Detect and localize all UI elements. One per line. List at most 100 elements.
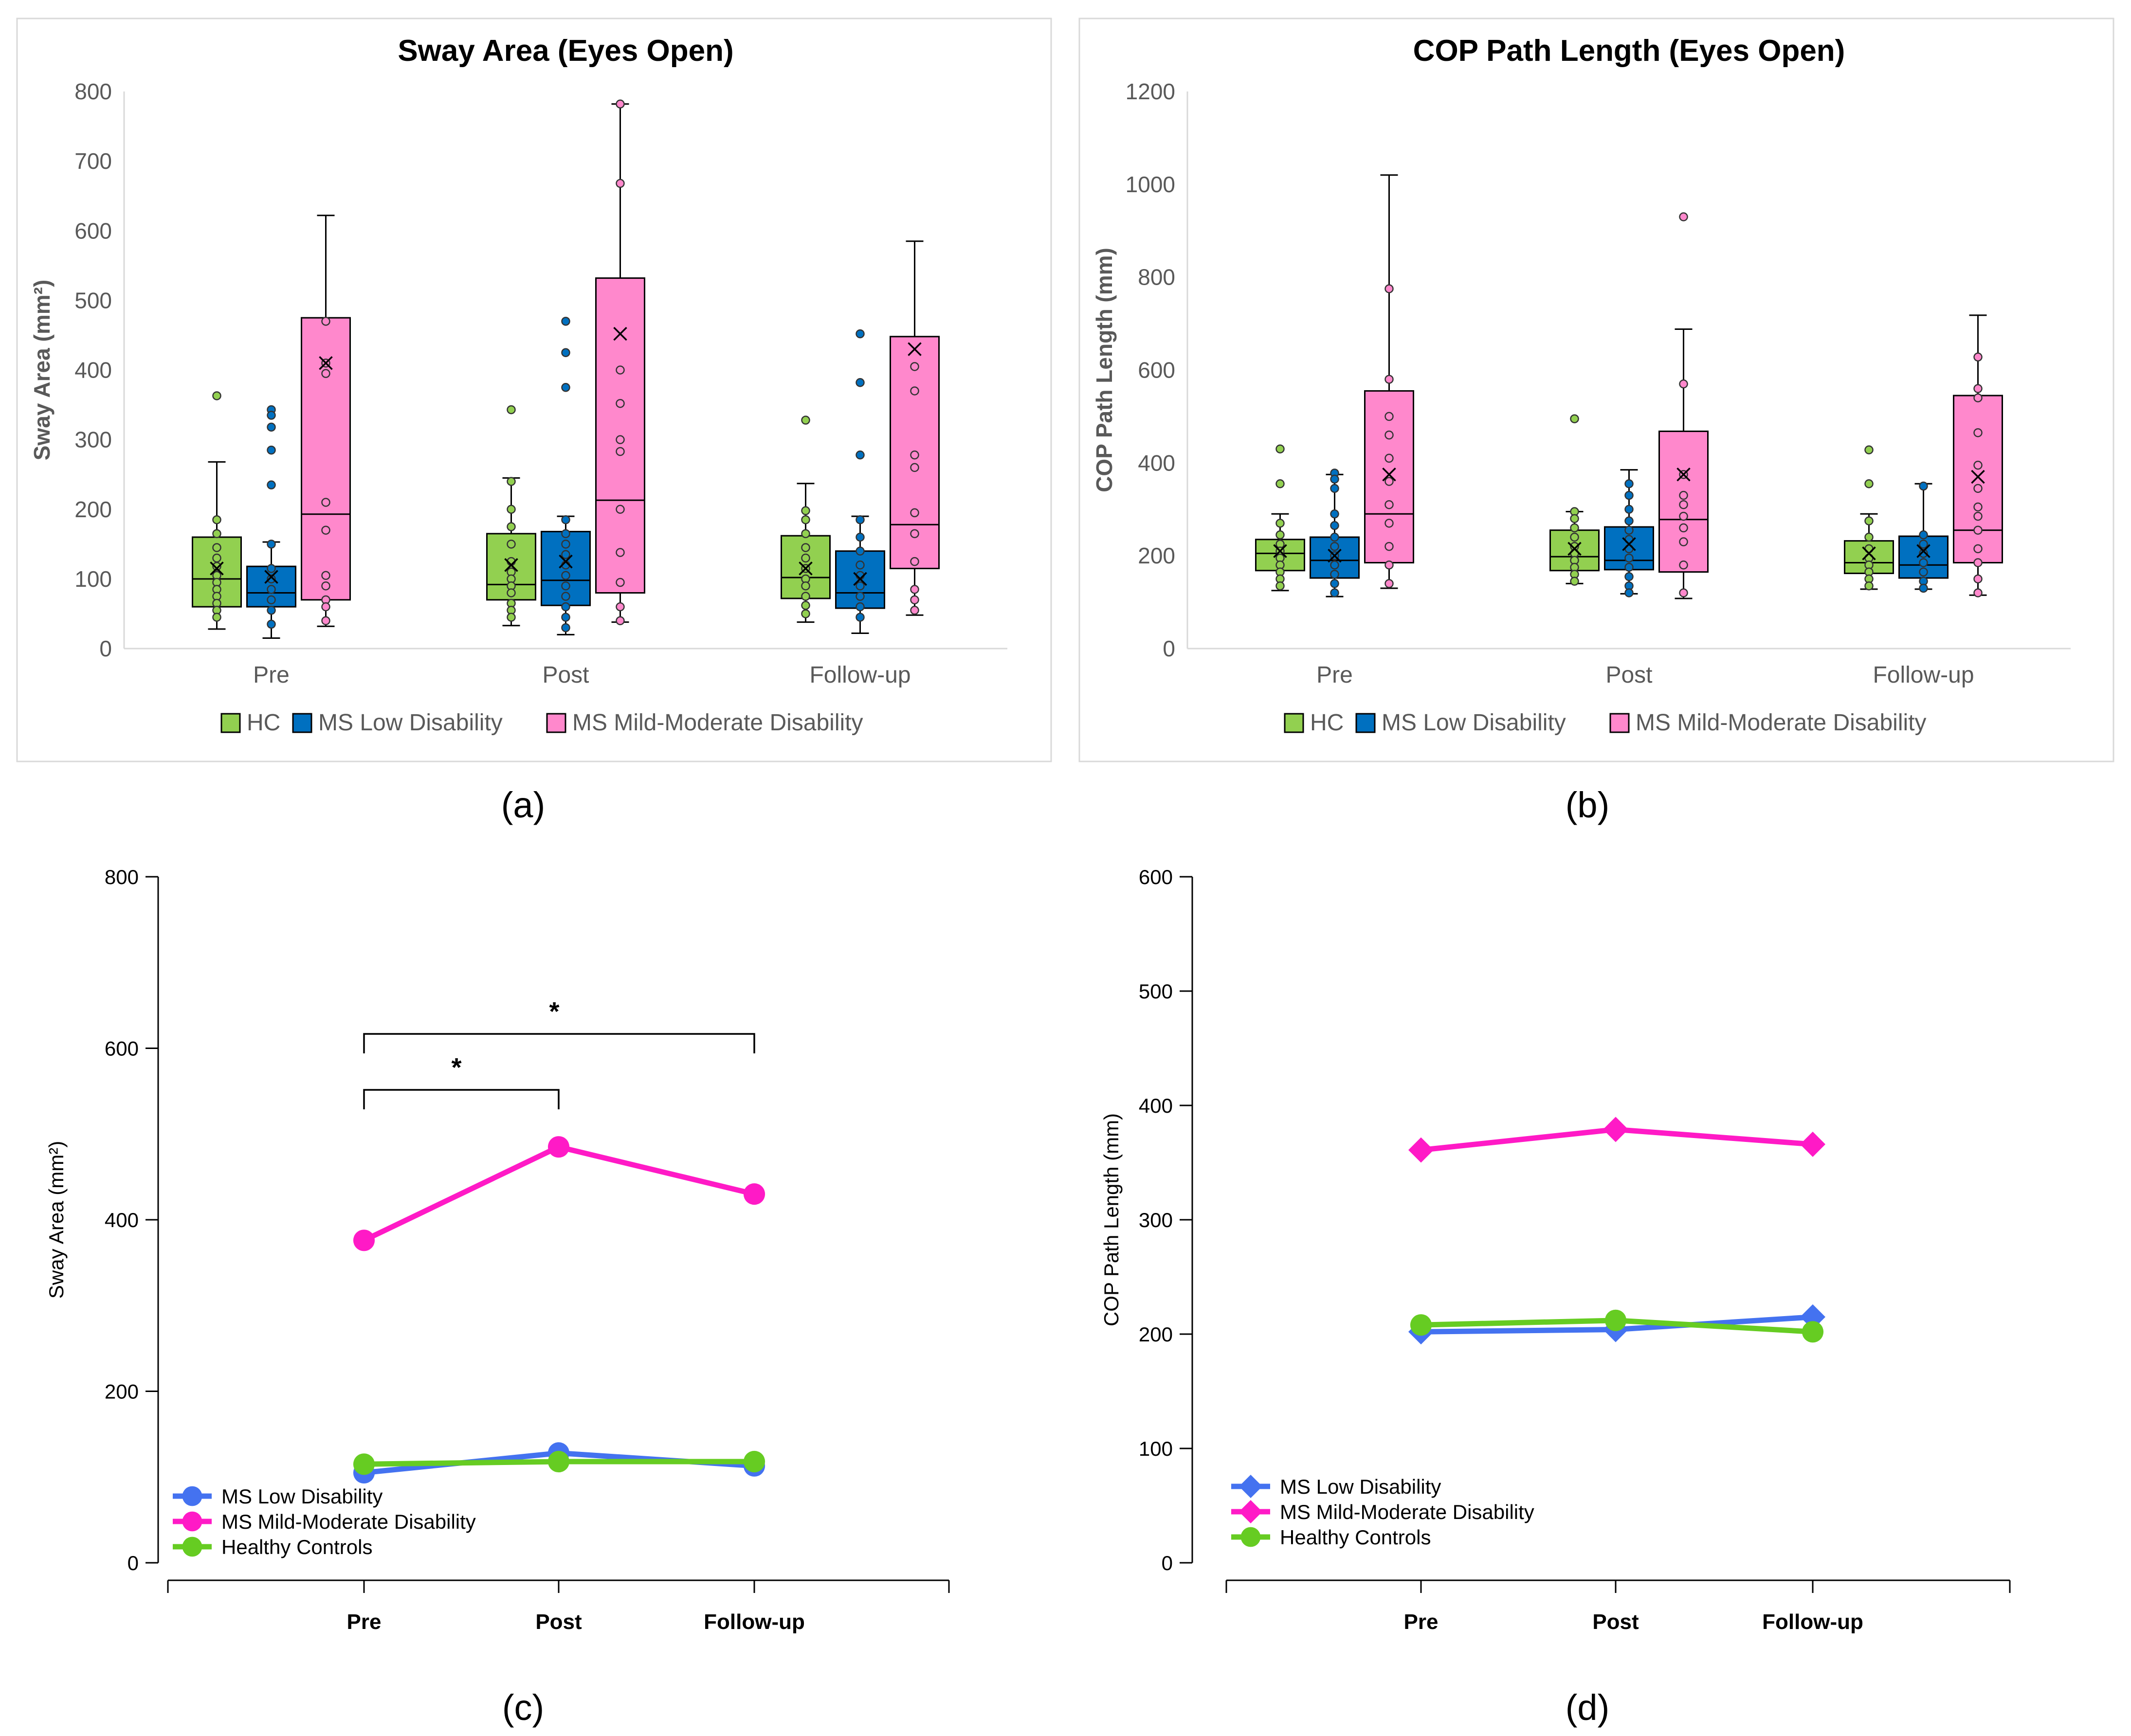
data-point — [1679, 212, 1688, 221]
legend-label: MS Mild-Moderate Disability — [572, 710, 863, 736]
data-point — [1330, 474, 1339, 484]
panel-b: COP Path Length (Eyes Open) COP Path Leng… — [1078, 18, 2114, 762]
data-point — [910, 362, 919, 371]
data-point — [561, 550, 570, 560]
data-point — [267, 585, 276, 594]
data-point — [561, 383, 570, 392]
data-point — [1384, 477, 1394, 486]
data-point — [267, 619, 276, 629]
data-point — [1973, 393, 1983, 402]
y-tick-label: 1000 — [1126, 172, 1175, 197]
data-point — [910, 557, 919, 566]
data-point — [561, 317, 570, 326]
data-point — [267, 411, 276, 420]
y-axis-label: Sway Area (mm²) — [29, 280, 55, 461]
data-point — [1864, 479, 1874, 488]
legend-swatch — [546, 713, 566, 733]
data-point — [1973, 352, 1983, 362]
data-point — [267, 540, 276, 549]
series-healthy-controls — [353, 1450, 765, 1475]
data-point — [1973, 511, 1983, 521]
panel-label-a: (a) — [501, 785, 545, 825]
y-axis-label: Sway Area (mm²) — [45, 1141, 68, 1299]
mean-marker — [1971, 470, 1985, 484]
line-marker-circle — [182, 1537, 202, 1557]
data-point — [616, 435, 625, 444]
panel-label-b: (b) — [1566, 785, 1609, 825]
data-point — [1679, 561, 1688, 570]
data-point — [801, 592, 810, 601]
series-healthy-controls — [1410, 1309, 1824, 1343]
data-point — [212, 529, 221, 539]
data-point — [801, 581, 810, 591]
legend-label: MS Mild-Moderate Disability — [1636, 710, 1927, 736]
data-point — [616, 602, 625, 612]
data-point — [1973, 460, 1983, 470]
data-point — [801, 543, 810, 552]
y-tick-label: 700 — [74, 148, 112, 174]
mean-marker — [559, 554, 573, 569]
data-point — [1679, 490, 1688, 500]
data-point — [1624, 553, 1634, 563]
legend-swatch — [1284, 713, 1304, 733]
box-hc-pre — [192, 391, 242, 630]
data-point — [561, 592, 570, 601]
x-tick-label: Pre — [253, 662, 290, 688]
data-point — [321, 571, 330, 580]
line-marker-circle — [1410, 1314, 1432, 1336]
data-point — [1570, 514, 1579, 524]
data-point — [616, 99, 625, 109]
significance-bracket: * — [363, 997, 755, 1053]
data-point — [801, 529, 810, 539]
legend-label: MS Mild-Moderate Disability — [221, 1510, 476, 1533]
data-point — [856, 592, 865, 601]
series-ms-mild-moderate-disability — [353, 1136, 765, 1251]
line-marker-circle — [547, 1136, 570, 1158]
data-point — [910, 463, 919, 472]
data-point — [1624, 479, 1634, 488]
mean-marker — [799, 561, 813, 576]
x-tick-label: Post — [1592, 1610, 1639, 1634]
data-point — [1330, 570, 1339, 579]
data-point — [1275, 581, 1285, 591]
panel-label-c: (c) — [502, 1687, 544, 1728]
x-tick-label: Follow-up — [1873, 662, 1974, 688]
data-point — [561, 348, 570, 357]
data-point — [321, 525, 330, 535]
data-point — [561, 515, 570, 524]
data-point — [801, 515, 810, 524]
legend: HC MS Low Disability MS Mild-Moderate Disa… — [1284, 710, 1927, 736]
data-point — [1275, 479, 1285, 488]
chart-frame — [16, 18, 1052, 762]
data-point — [267, 606, 276, 615]
data-point — [616, 365, 625, 375]
legend-swatch — [1355, 713, 1376, 733]
legend-swatch — [292, 713, 312, 733]
y-tick-label: 600 — [105, 1037, 139, 1060]
y-tick-label: 100 — [74, 566, 112, 592]
box-ms-low-disability-follow-up — [1898, 481, 1949, 593]
data-point — [561, 623, 570, 633]
mean-marker — [504, 558, 518, 572]
legend-label: MS Low Disability — [1382, 710, 1566, 736]
legend-label: MS Low Disability — [318, 710, 503, 736]
box-ms-low-disability-pre — [246, 405, 296, 639]
data-point — [801, 609, 810, 618]
data-point — [212, 543, 221, 552]
data-point — [1919, 558, 1928, 567]
legend-label: HC — [1310, 710, 1344, 736]
legend-label: HC — [247, 710, 280, 736]
data-point — [1384, 519, 1394, 528]
data-point — [801, 416, 810, 425]
y-tick-label: 0 — [99, 636, 112, 661]
panel-c: Sway Area (mm²) 0 200 400 600 800 Pre Post Follo… — [45, 866, 950, 1634]
data-point — [856, 532, 865, 542]
data-point — [507, 540, 516, 549]
data-point — [616, 616, 625, 625]
y-tick-label: 800 — [1138, 265, 1175, 290]
box-ms-mild-moderate-disability-post — [595, 99, 645, 625]
box-hc-follow-up — [1844, 445, 1894, 591]
data-point — [321, 602, 330, 612]
data-point — [1973, 428, 1983, 437]
data-point — [267, 595, 276, 605]
